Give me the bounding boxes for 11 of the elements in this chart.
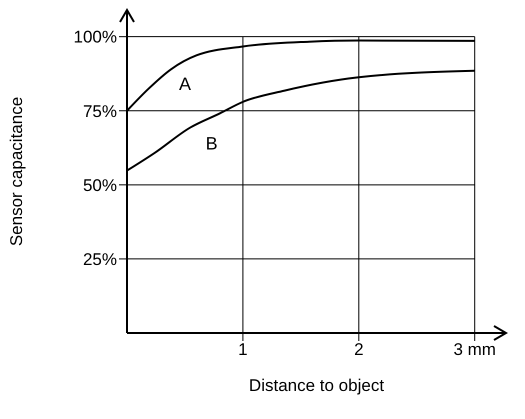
x-tick-label: 1 (238, 340, 248, 360)
x-axis-title: Distance to object (248, 376, 384, 395)
y-tick-label: 100% (74, 28, 117, 47)
x-tick-label: 2 (354, 340, 364, 360)
y-tick-label: 25% (82, 250, 117, 269)
series-label: B (206, 134, 218, 154)
series-label: A (179, 74, 192, 94)
y-tick-label: 75% (82, 102, 117, 121)
x-tick-label: 3 mm (453, 340, 496, 360)
y-axis-title: Sensor capacitance (7, 96, 26, 246)
y-tick-label: 50% (82, 176, 117, 195)
